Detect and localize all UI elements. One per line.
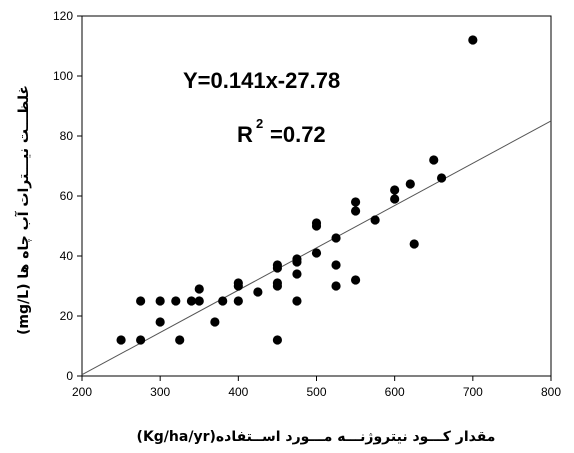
- r-squared-exponent: 2: [256, 116, 263, 131]
- data-point: [253, 287, 263, 297]
- y-axis-title: غلظـــت نیـــترات آب چاه ها (mg/L): [14, 85, 32, 335]
- data-point: [136, 296, 146, 306]
- data-point: [409, 239, 419, 249]
- y-tick-label: 80: [60, 129, 74, 143]
- y-tick-label: 100: [53, 69, 73, 83]
- x-tick-label: 200: [72, 385, 92, 399]
- data-point: [390, 185, 400, 195]
- x-tick-label: 500: [306, 385, 326, 399]
- r-squared-value: =0.72: [270, 122, 326, 147]
- data-point: [370, 215, 380, 225]
- data-point: [292, 296, 302, 306]
- data-point: [405, 179, 415, 189]
- data-point: [292, 269, 302, 279]
- data-point: [171, 296, 181, 306]
- data-point: [331, 260, 341, 270]
- regression-line: [81, 120, 552, 376]
- data-point: [175, 335, 185, 345]
- data-point: [272, 278, 283, 288]
- data-point: [186, 296, 197, 306]
- x-tick-label: 400: [228, 385, 248, 399]
- data-point: [311, 248, 322, 258]
- data-point: [136, 335, 146, 345]
- x-tick-label: 600: [385, 385, 405, 399]
- data-points: [116, 35, 478, 345]
- data-point: [210, 317, 220, 327]
- data-point: [436, 173, 447, 183]
- y-tick-label: 40: [60, 249, 74, 263]
- data-point: [390, 194, 400, 204]
- x-tick-label: 800: [541, 385, 561, 399]
- data-point: [233, 296, 243, 306]
- data-point: [350, 197, 361, 207]
- data-point: [331, 281, 341, 291]
- data-point: [350, 275, 361, 285]
- data-point: [194, 284, 204, 294]
- data-point: [468, 35, 478, 45]
- regression-equation: Y=0.141x-27.78: [183, 68, 340, 93]
- data-point: [311, 218, 322, 228]
- data-point: [155, 317, 165, 327]
- data-point: [194, 296, 204, 306]
- data-point: [233, 278, 243, 288]
- y-tick-label: 60: [60, 189, 74, 203]
- data-point: [116, 335, 126, 345]
- data-point: [350, 206, 361, 216]
- data-point: [292, 254, 302, 264]
- data-point: [429, 155, 439, 165]
- data-point: [331, 233, 341, 243]
- data-point: [272, 260, 283, 270]
- y-tick-label: 20: [60, 309, 74, 323]
- x-axis-title: مقدار کـــود نیتروژنـــه مـــورد اســتفا…: [137, 429, 496, 445]
- axis-ticks: 200 300 400 500 600 700 800 0 20 40 60 80 100 120: [53, 9, 561, 399]
- y-tick-label: 0: [66, 369, 73, 383]
- x-tick-label: 300: [150, 385, 170, 399]
- data-point: [272, 335, 283, 345]
- data-point: [155, 296, 165, 306]
- data-point: [218, 296, 228, 306]
- y-tick-label: 120: [53, 9, 73, 23]
- r-squared-label: R: [237, 122, 253, 147]
- x-tick-label: 700: [463, 385, 483, 399]
